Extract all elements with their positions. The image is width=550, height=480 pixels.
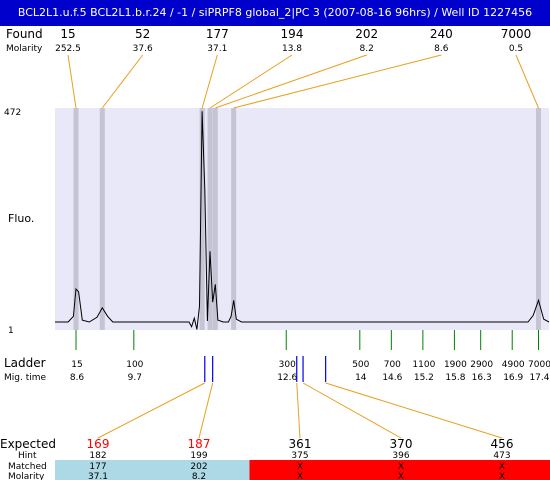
expected-markers bbox=[204, 356, 327, 382]
expected-matched: 177 bbox=[89, 462, 106, 472]
found-connector bbox=[215, 54, 367, 109]
hint-label: Hint bbox=[18, 451, 37, 461]
found-molarity-label: 8.6 bbox=[434, 44, 449, 54]
expected-connector bbox=[302, 382, 402, 439]
peak-bands bbox=[73, 108, 541, 330]
found-size-label: 194 bbox=[281, 27, 304, 41]
found-size-label: 240 bbox=[430, 27, 453, 41]
found-connector bbox=[209, 54, 293, 109]
title-bar: BCL2L1.u.f.5 BCL2L1.b.r.24 / -1 / siPRPF… bbox=[0, 0, 550, 26]
expected-matched-molarity: X bbox=[398, 472, 404, 480]
peak-band bbox=[212, 108, 218, 330]
expected-hint: 396 bbox=[392, 451, 409, 461]
ladder-size-label: 100 bbox=[126, 360, 143, 370]
found-size-label: 202 bbox=[355, 27, 378, 41]
expected-matched-molarity: 8.2 bbox=[192, 472, 206, 480]
expected-matched-molarity: 37.1 bbox=[88, 472, 108, 480]
expected-matched: X bbox=[398, 462, 404, 472]
ladder-mig-label: 12.6 bbox=[277, 373, 297, 383]
y-min-label: 1 bbox=[8, 326, 14, 336]
ladder-size-label: 500 bbox=[352, 360, 369, 370]
expected-connector bbox=[198, 382, 214, 439]
found-connector bbox=[515, 54, 539, 109]
peak-band bbox=[199, 108, 205, 330]
expected-hint: 199 bbox=[190, 451, 207, 461]
expected-connector bbox=[97, 382, 206, 439]
fluorescence-trace bbox=[55, 111, 550, 330]
expected-value: 169 bbox=[87, 437, 110, 451]
ladder-size-label: 1900 bbox=[444, 360, 467, 370]
ladder-size-label: 4900 bbox=[502, 360, 525, 370]
ladder-mig-label: 8.6 bbox=[70, 373, 85, 383]
matched-label: Matched bbox=[8, 462, 47, 472]
expected-value: 370 bbox=[390, 437, 413, 451]
ladder-mig-label: 16.9 bbox=[503, 373, 523, 383]
ladder-mig-label: 14.6 bbox=[382, 373, 402, 383]
expected-matched-molarity: X bbox=[499, 472, 505, 480]
found-molarity-label: 37.1 bbox=[207, 44, 227, 54]
expected-matched-molarity: X bbox=[297, 472, 303, 480]
expected-value: 187 bbox=[188, 437, 211, 451]
expected-hint: 182 bbox=[89, 451, 106, 461]
found-connector bbox=[201, 54, 218, 109]
found-molarity-label: 37.6 bbox=[133, 44, 153, 54]
expected-hint: 375 bbox=[291, 451, 308, 461]
ladder-mig-label: 16.3 bbox=[472, 373, 492, 383]
molarity-label: Molarity bbox=[6, 44, 43, 54]
expected-value: 361 bbox=[289, 437, 312, 451]
found-size-label: 7000 bbox=[501, 27, 532, 41]
expected-table: 16918217737.11871992028.2361375XX370396X… bbox=[87, 382, 514, 480]
expected-connector bbox=[296, 382, 301, 439]
ladder-mig-label: 14 bbox=[355, 373, 367, 383]
ladder-label: Ladder bbox=[4, 356, 46, 370]
ladder-size-label: 700 bbox=[384, 360, 401, 370]
ladder-size-label: 7000 bbox=[528, 360, 550, 370]
found-molarity-label: 0.5 bbox=[509, 44, 523, 54]
found-molarity-label: 8.2 bbox=[360, 44, 374, 54]
y-max-label: 472 bbox=[4, 108, 21, 118]
found-connector bbox=[101, 54, 144, 109]
ladder-mig-label: 17.4 bbox=[529, 373, 549, 383]
expected-matched: X bbox=[499, 462, 505, 472]
found-size-label: 177 bbox=[206, 27, 229, 41]
ladder-size-label: 15 bbox=[71, 360, 82, 370]
expected-hint: 473 bbox=[493, 451, 510, 461]
ladder-mig-label: 9.7 bbox=[128, 373, 142, 383]
peak-band bbox=[73, 108, 79, 330]
ladder-size-label: 1100 bbox=[412, 360, 435, 370]
found-peaks: 15 252.5 52 37.6 177 37.1 194 13.8 202 8.2 240 8.6 7… bbox=[55, 27, 539, 109]
expected-matched: X bbox=[297, 462, 303, 472]
expected-label: Expected bbox=[0, 437, 56, 451]
found-label: Found bbox=[6, 27, 43, 41]
peak-band bbox=[207, 108, 213, 330]
plot-area bbox=[55, 108, 549, 330]
found-size-label: 15 bbox=[60, 27, 75, 41]
matched-molarity-label: Molarity bbox=[8, 472, 45, 480]
found-connector bbox=[233, 54, 442, 109]
ladder-size-label: 300 bbox=[279, 360, 296, 370]
expected-matched: 202 bbox=[190, 462, 207, 472]
ladder-size-label: 2900 bbox=[470, 360, 493, 370]
found-molarity-label: 252.5 bbox=[55, 44, 81, 54]
expected-value: 456 bbox=[491, 437, 514, 451]
ladder-mig-label: 15.2 bbox=[414, 373, 434, 383]
peak-band bbox=[99, 108, 105, 330]
found-connector bbox=[67, 54, 77, 109]
found-size-label: 52 bbox=[135, 27, 150, 41]
expected-connector bbox=[325, 382, 503, 439]
y-axis-label: Fluo. bbox=[8, 212, 34, 225]
matched-fail-band bbox=[249, 460, 550, 480]
found-molarity-label: 13.8 bbox=[282, 44, 302, 54]
ladder: 15 8.6 100 9.7 300 12.6 500 14 700 14.6 1100 15.2 19… bbox=[70, 330, 550, 383]
matched-ok-band bbox=[55, 460, 250, 480]
ladder-mig-label: 15.8 bbox=[445, 373, 465, 383]
peak-band bbox=[535, 108, 541, 330]
peak-band bbox=[231, 108, 237, 330]
mig-time-label: Mig. time bbox=[4, 373, 46, 383]
